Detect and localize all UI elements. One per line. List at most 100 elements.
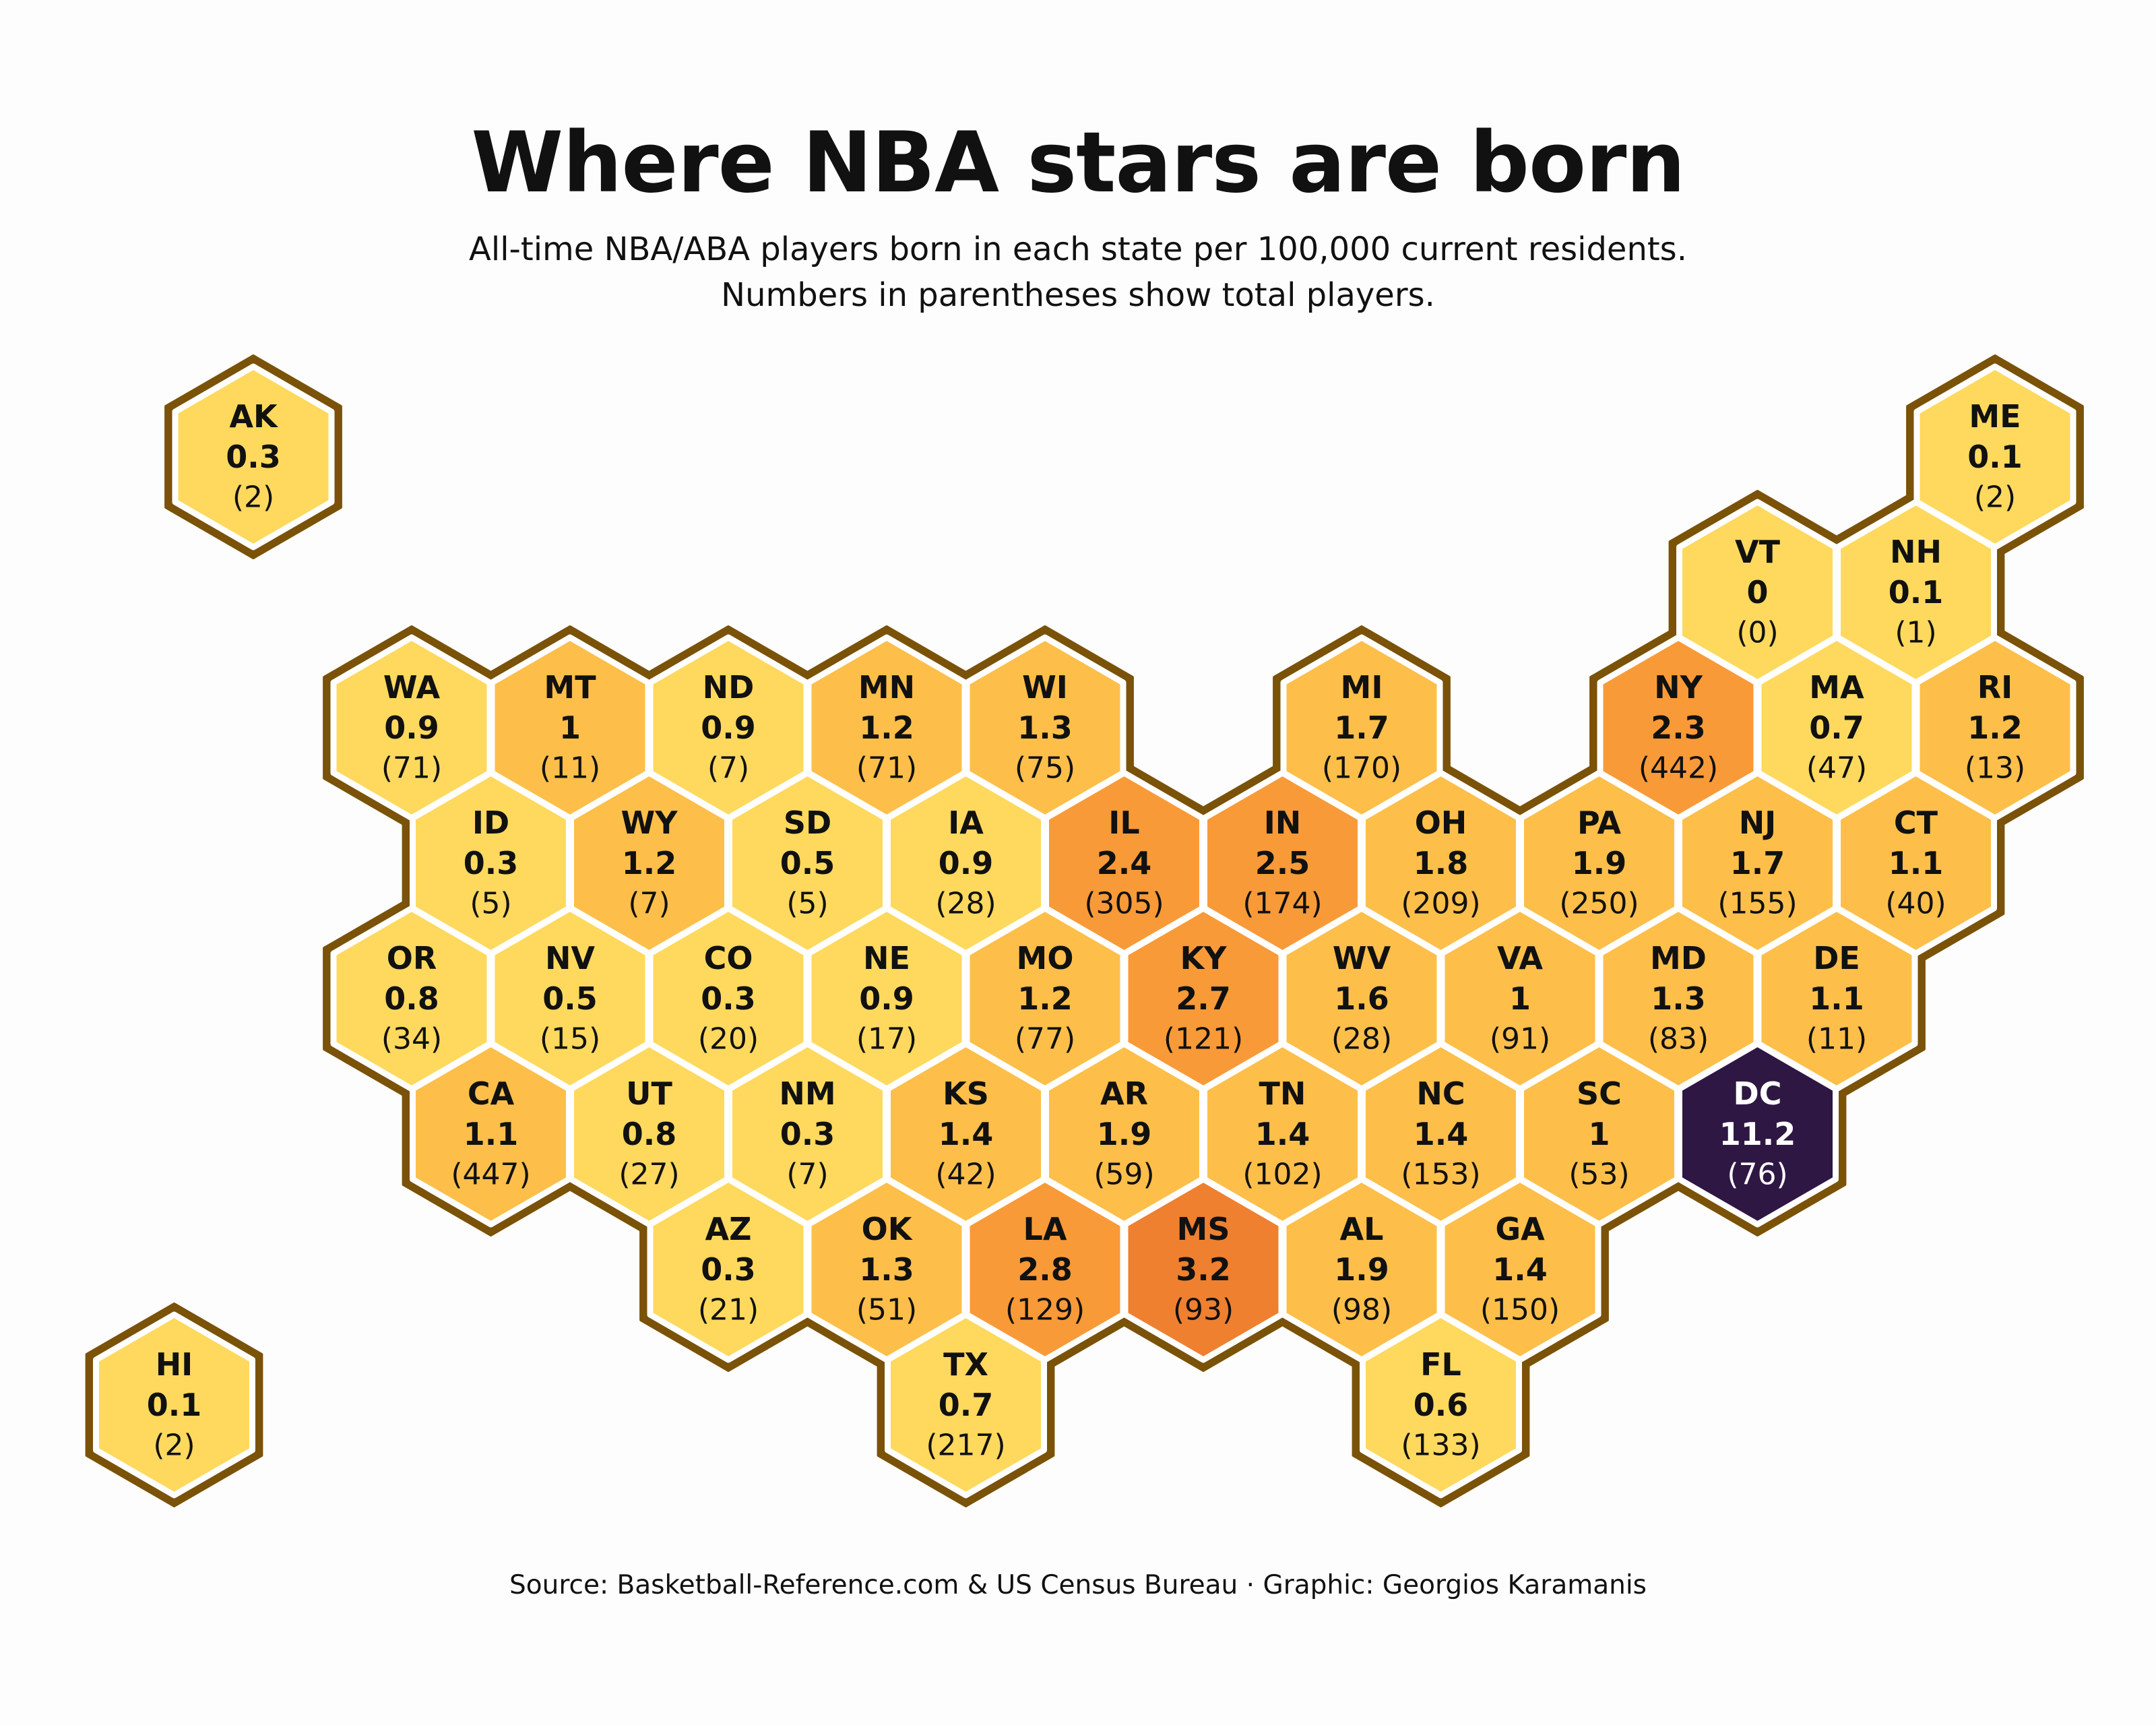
state-value: 0.3 [226,439,281,475]
state-abbr: KS [943,1075,989,1112]
player-count: (129) [1005,1293,1085,1327]
player-count: (11) [1806,1022,1867,1057]
state-abbr: AR [1100,1075,1148,1112]
player-count: (42) [935,1158,996,1192]
state-value: 0 [1746,574,1768,610]
state-value: 1.3 [859,1251,914,1288]
player-count: (2) [1974,480,2016,515]
state-hex-dc[interactable]: DC 11.2 (76) [1676,1040,1839,1228]
player-count: (91) [1490,1022,1550,1057]
state-abbr: LA [1023,1211,1067,1247]
state-abbr: IN [1264,805,1302,841]
player-count: (27) [619,1158,679,1192]
state-hex-me[interactable]: ME 0.1 (2) [1913,363,2076,551]
state-hex-ut[interactable]: UT 0.8 (27) [568,1040,730,1228]
player-count: (98) [1331,1293,1392,1327]
state-hex-hi[interactable]: HI 0.1 (2) [93,1311,255,1499]
state-hex-ia[interactable]: IA 0.9 (28) [885,770,1047,957]
player-count: (40) [1885,887,1946,921]
state-hex-ak[interactable]: AK 0.3 (2) [172,363,335,551]
state-hex-il[interactable]: IL 2.4 (305) [1043,770,1205,957]
player-count: (1) [1895,616,1936,650]
state-value: 0.9 [701,710,756,746]
player-count: (2) [153,1429,195,1463]
player-count: (75) [1015,751,1075,786]
player-count: (155) [1717,887,1797,921]
state-value: 0.3 [701,1251,756,1288]
state-abbr: ID [472,805,509,841]
state-abbr: HI [156,1346,193,1383]
state-abbr: MO [1017,940,1074,976]
state-abbr: SC [1577,1075,1622,1112]
state-value: 0.9 [384,710,439,746]
state-hex-ga[interactable]: GA 1.4 (150) [1438,1176,1602,1363]
chart-subtitle-line-1: All-time NBA/ABA players born in each st… [469,230,1687,268]
state-abbr: CA [468,1075,515,1112]
state-value: 0.9 [859,980,914,1017]
state-abbr: WA [383,669,441,705]
player-count: (53) [1568,1158,1629,1192]
state-hex-ne[interactable]: NE 0.9 (17) [805,905,968,1092]
state-abbr: ND [703,669,755,705]
state-abbr: OK [862,1211,914,1247]
player-count: (20) [698,1022,759,1057]
state-value: 2.5 [1255,845,1310,881]
state-hex-sc[interactable]: SC 1 (53) [1518,1040,1680,1228]
state-hex-ar[interactable]: AR 1.9 (59) [1043,1040,1205,1228]
state-abbr: CO [704,940,753,976]
player-count: (17) [856,1022,917,1057]
chart-title: Where NBA stars are born [471,115,1685,212]
state-hex-ny[interactable]: NY 2.3 (442) [1597,634,1760,821]
state-hex-wa[interactable]: WA 0.9 (71) [330,634,493,821]
state-value: 1.1 [464,1116,519,1152]
state-value: 0.7 [939,1387,994,1423]
state-hex-nc[interactable]: NC 1.4 (153) [1360,1040,1522,1228]
state-hex-wi[interactable]: WI 1.3 (75) [963,634,1127,821]
state-hex-or[interactable]: OR 0.8 (34) [330,905,493,1092]
state-abbr: AZ [705,1211,752,1247]
state-abbr: MI [1341,669,1383,705]
player-count: (250) [1559,887,1639,921]
state-abbr: UT [626,1075,672,1112]
player-count: (217) [926,1429,1005,1463]
state-hex-tx[interactable]: TX 0.7 (217) [885,1311,1047,1499]
state-hex-ok[interactable]: OK 1.3 (51) [805,1176,968,1363]
player-count: (150) [1480,1293,1560,1327]
player-count: (71) [381,751,442,786]
state-abbr: IL [1108,805,1139,841]
player-count: (47) [1806,751,1867,786]
state-hex-de[interactable]: DE 1.1 (11) [1755,905,1918,1092]
state-value: 0.3 [464,845,519,881]
player-count: (93) [1173,1293,1234,1327]
state-hex-va[interactable]: VA 1 (91) [1438,905,1602,1092]
state-value: 1.2 [1017,980,1073,1017]
state-abbr: DE [1813,940,1860,976]
state-abbr: FL [1420,1346,1461,1383]
state-abbr: VA [1497,940,1543,976]
state-hex-az[interactable]: AZ 0.3 (21) [647,1176,810,1363]
state-abbr: OR [387,940,437,976]
state-hex-pa[interactable]: PA 1.9 (250) [1518,770,1680,957]
state-value: 1.1 [1889,845,1944,881]
state-hex-ri[interactable]: RI 1.2 (13) [1913,634,2076,821]
player-count: (447) [451,1158,530,1192]
chart-subtitle-line-2: Numbers in parentheses show total player… [721,276,1435,314]
state-hex-mi[interactable]: MI 1.7 (170) [1280,634,1443,821]
state-value: 1.6 [1334,980,1389,1017]
state-value: 1.2 [622,845,677,881]
state-hex-fl[interactable]: FL 0.6 (133) [1360,1311,1522,1499]
state-hex-ms[interactable]: MS 3.2 (93) [1122,1176,1285,1363]
state-value: 0.5 [780,845,835,881]
state-value: 1.9 [1334,1251,1389,1288]
player-count: (209) [1401,887,1480,921]
state-hex-tn[interactable]: TN 1.4 (102) [1201,1040,1364,1228]
player-count: (15) [540,1022,600,1057]
state-value: 1.3 [1651,980,1706,1017]
state-abbr: NJ [1739,805,1777,841]
player-count: (7) [786,1158,828,1192]
player-count: (442) [1639,751,1718,786]
player-count: (83) [1648,1022,1709,1057]
player-count: (76) [1727,1158,1787,1192]
state-abbr: NE [863,940,910,976]
player-count: (13) [1965,751,2025,786]
